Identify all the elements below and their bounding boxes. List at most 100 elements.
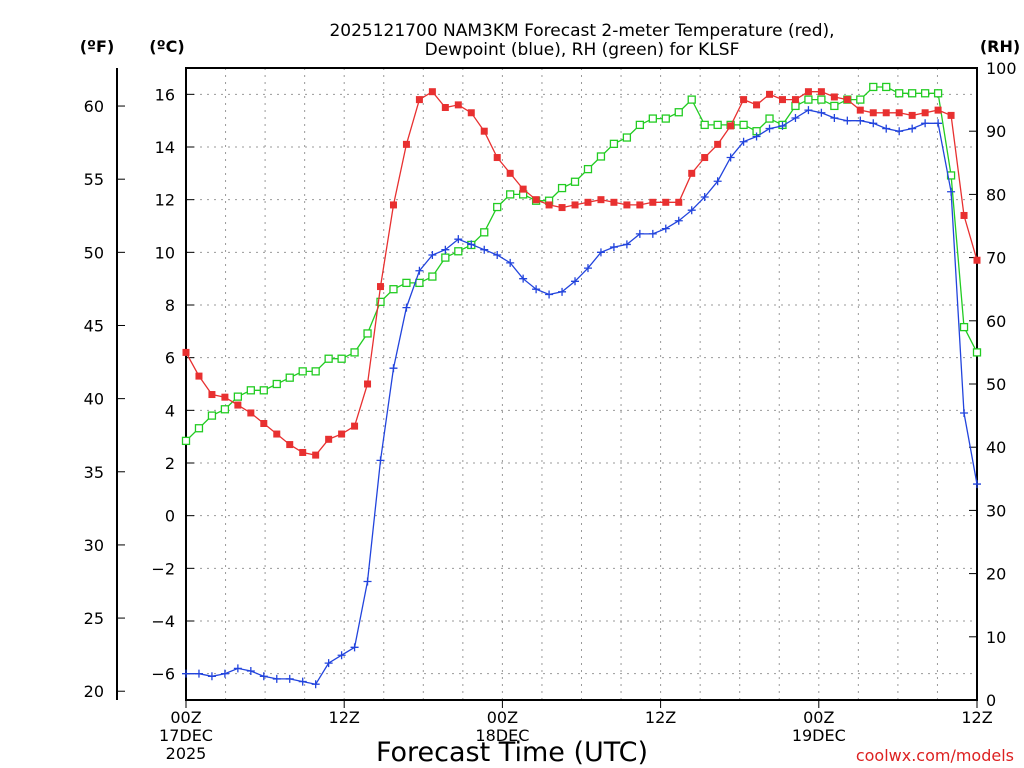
point-rh: [830, 101, 839, 111]
x-tick-label-time: 00Z: [803, 708, 834, 727]
celsius-tick-label: 0: [165, 507, 175, 526]
fahrenheit-tick-label: 40: [84, 390, 104, 409]
point-rh: [259, 386, 268, 395]
point-temperature: [947, 111, 955, 119]
rh-tick-label: 100: [986, 59, 1017, 78]
point-rh: [337, 354, 346, 363]
point-dewpoint: [298, 677, 307, 686]
axes: −6−4−20246810121416202530354045505560010…: [84, 59, 1017, 763]
point-dewpoint: [700, 193, 709, 202]
point-dewpoint: [869, 119, 878, 128]
point-dewpoint: [960, 408, 969, 417]
celsius-tick-label: 6: [165, 349, 175, 368]
chart-title-line2: Dewpoint (blue), RH (green) for KLSF: [425, 40, 740, 60]
x-tick-label-date: 18DEC: [475, 726, 529, 745]
rh-tick-label: 10: [986, 628, 1006, 647]
celsius-tick-label: 12: [155, 191, 175, 210]
point-dewpoint: [350, 643, 359, 652]
point-dewpoint: [778, 121, 787, 130]
point-rh: [869, 82, 878, 92]
point-temperature: [571, 201, 579, 209]
point-rh: [804, 95, 813, 104]
point-temperature: [351, 422, 359, 430]
point-dewpoint: [519, 274, 528, 283]
point-dewpoint: [246, 667, 255, 676]
point-rh: [480, 228, 489, 237]
point-dewpoint: [337, 651, 346, 660]
point-temperature: [377, 283, 385, 291]
point-dewpoint: [272, 674, 281, 683]
grid-lines: [186, 68, 977, 700]
point-rh: [285, 373, 294, 382]
x-tick-label-year: 2025: [166, 744, 207, 763]
series-layer: [181, 82, 982, 689]
point-temperature: [402, 140, 410, 148]
point-temperature: [727, 122, 735, 130]
point-dewpoint: [583, 264, 592, 273]
fahrenheit-tick-label: 45: [84, 316, 104, 335]
point-temperature: [921, 109, 929, 117]
point-rh: [609, 139, 619, 148]
point-dewpoint: [428, 250, 437, 259]
point-temperature: [519, 185, 527, 193]
point-temperature: [325, 435, 333, 443]
rh-tick-label: 90: [986, 122, 1006, 141]
point-rh: [441, 253, 450, 262]
point-rh: [220, 405, 230, 414]
point-dewpoint: [402, 303, 411, 312]
point-dewpoint: [194, 669, 203, 678]
point-dewpoint: [506, 258, 515, 267]
point-rh: [402, 278, 411, 288]
point-temperature: [714, 140, 722, 148]
point-temperature: [973, 256, 981, 264]
point-dewpoint: [207, 672, 216, 681]
point-temperature: [882, 109, 890, 117]
point-rh: [648, 114, 657, 123]
point-temperature: [195, 372, 203, 380]
x-tick-label-time: 12Z: [645, 708, 676, 727]
point-temperature: [740, 96, 748, 104]
point-temperature: [545, 201, 553, 209]
point-rh: [363, 329, 372, 338]
point-dewpoint: [363, 577, 372, 586]
point-temperature: [364, 380, 372, 388]
point-temperature: [817, 88, 825, 96]
fahrenheit-tick-label: 50: [84, 243, 104, 262]
point-temperature: [234, 401, 242, 409]
point-dewpoint: [311, 680, 320, 689]
point-temperature: [895, 109, 903, 117]
point-temperature: [869, 109, 877, 117]
point-rh: [817, 95, 826, 104]
point-dewpoint: [830, 114, 839, 123]
point-temperature: [454, 101, 462, 109]
point-temperature: [286, 441, 294, 449]
point-dewpoint: [596, 248, 605, 257]
rh-tick-label: 30: [986, 501, 1006, 520]
point-temperature: [467, 109, 475, 117]
series-dewpoint: [182, 106, 981, 689]
x-tick-label-time: 00Z: [487, 708, 518, 727]
point-dewpoint: [259, 672, 268, 681]
point-dewpoint: [726, 153, 735, 162]
point-temperature: [415, 96, 423, 104]
point-temperature: [597, 196, 605, 204]
point-temperature: [247, 409, 255, 417]
series-temperature: [182, 88, 981, 459]
point-dewpoint: [674, 216, 683, 225]
point-dewpoint: [622, 240, 631, 249]
point-dewpoint: [558, 287, 567, 296]
rh-tick-label: 60: [986, 312, 1006, 331]
point-dewpoint: [480, 245, 489, 254]
point-temperature: [389, 201, 397, 209]
point-temperature: [428, 88, 436, 96]
point-rh: [324, 354, 333, 363]
point-rh: [233, 392, 243, 401]
fahrenheit-tick-label: 60: [84, 97, 104, 116]
point-dewpoint: [947, 187, 956, 196]
point-temperature: [480, 127, 488, 135]
x-axis-label: Forecast Time (UTC): [376, 737, 648, 768]
watermark: coolwx.com/models: [856, 746, 1014, 765]
unit-label-celsius: (ºC): [149, 37, 184, 56]
point-dewpoint: [324, 659, 333, 668]
